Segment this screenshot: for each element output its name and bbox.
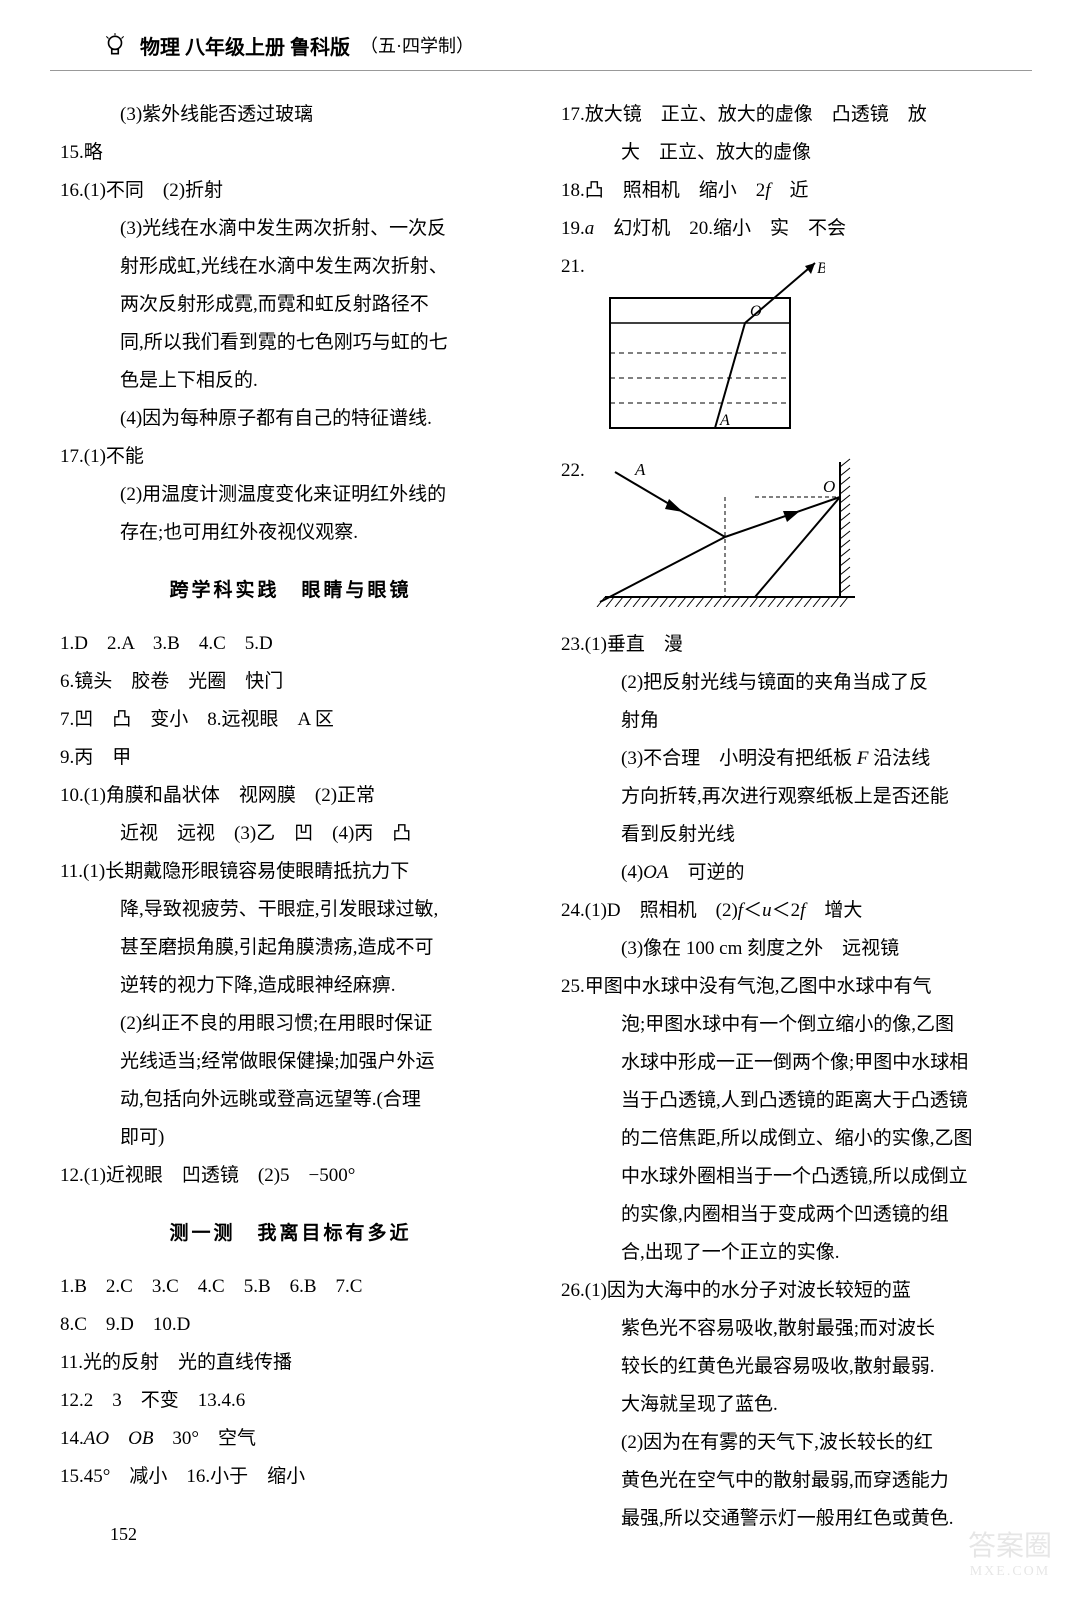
text-line: 动,包括向外远眺或登高远望等.(合理 [60,1081,521,1119]
text-line: 26.(1)因为大海中的水分子对波长较短的蓝 [561,1272,1022,1310]
text-line: 7.凹 凸 变小 8.远视眼 A 区 [60,701,521,739]
watermark: 答案圈 MXE.COM [968,1524,1052,1580]
svg-text:O: O [823,477,835,496]
text-line: 大海就呈现了蓝色. [561,1386,1022,1424]
text-line: 9.丙 甲 [60,739,521,777]
watermark-main: 答案圈 [968,1524,1052,1564]
text-line: (3)不合理 小明没有把纸板 F 沿法线 [561,740,1022,778]
text-line: 水球中形成一正一倒两个像;甲图中水球相 [561,1044,1022,1082]
header-title: 物理 八年级上册 鲁科版 [140,31,350,60]
text-line: 23.(1)垂直 漫 [561,626,1022,664]
text-line: 大 正立、放大的虚像 [561,134,1022,172]
page-number: 152 [110,1524,137,1545]
text-line: 25.甲图中水球中没有气泡,乙图中水球中有气 [561,968,1022,1006]
svg-text:O: O [750,303,762,320]
text-line: 方向折转,再次进行观察纸板上是否还能 [561,778,1022,816]
text-line: 较长的红黄色光最容易吸收,散射最弱. [561,1348,1022,1386]
text-line: 12.2 3 不变 13.4.6 [60,1382,521,1420]
text-line: (2)纠正不良的用眼习惯;在用眼时保证 [60,1005,521,1043]
text-line: 最强,所以交通警示灯一般用红色或黄色. [561,1500,1022,1538]
text-line: 逆转的视力下降,造成眼神经麻痹. [60,967,521,1005]
text-line: 17.放大镜 正立、放大的虚像 凸透镜 放 [561,96,1022,134]
text-line: 甚至磨损角膜,引起角膜溃疡,造成不可 [60,929,521,967]
text-line: 1.B 2.C 3.C 4.C 5.B 6.B 7.C [60,1268,521,1306]
text-line: 的二倍焦距,所以成倒立、缩小的实像,乙图 [561,1120,1022,1158]
text-line: 14.AO OB 30° 空气 [60,1420,521,1458]
text-line: 11.(1)长期戴隐形眼镜容易使眼睛抵抗力下 [60,853,521,891]
text-line: 同,所以我们看到霓的七色刚巧与虹的七 [60,324,521,362]
text-line: 当于凸透镜,人到凸透镜的距离大于凸透镜 [561,1082,1022,1120]
left-column: (3)紫外线能否透过玻璃15.略16.(1)不同 (2)折射(3)光线在水滴中发… [60,96,521,1538]
text-line: 射角 [561,702,1022,740]
text-line: (3)像在 100 cm 刻度之外 远视镜 [561,930,1022,968]
text-line: 黄色光在空气中的散射最弱,而穿透能力 [561,1462,1022,1500]
text-line: 6.镜头 胶卷 光圈 快门 [60,663,521,701]
item-number: 21. [561,248,585,286]
text-line: (3)紫外线能否透过玻璃 [60,96,521,134]
item-number: 22. [561,452,585,490]
text-line: 17.(1)不能 [60,438,521,476]
text-line: 紫色光不容易吸收,散射最强;而对波长 [561,1310,1022,1348]
content-area: (3)紫外线能否透过玻璃15.略16.(1)不同 (2)折射(3)光线在水滴中发… [0,96,1082,1538]
right-column: 17.放大镜 正立、放大的虚像 凸透镜 放大 正立、放大的虚像18.凸 照相机 … [561,96,1022,1538]
text-line: 1.D 2.A 3.B 4.C 5.D [60,625,521,663]
header-subtitle: （五·四学制） [360,32,474,58]
text-line: 降,导致视疲劳、干眼症,引发眼球过敏, [60,891,521,929]
text-line: 11.光的反射 光的直线传播 [60,1344,521,1382]
svg-text:A: A [634,460,646,479]
diagram-22: A O [585,457,865,607]
text-line: (3)光线在水滴中发生两次折射、一次反 [60,210,521,248]
text-line: 近视 远视 (3)乙 凹 (4)丙 凸 [60,815,521,853]
text-line: (4)OA 可逆的 [561,854,1022,892]
text-line: (2)用温度计测温度变化来证明红外线的 [60,476,521,514]
svg-text:B: B [817,260,825,277]
text-line: 看到反射光线 [561,816,1022,854]
watermark-sub: MXE.COM [968,1564,1052,1580]
text-line: 12.(1)近视眼 凹透镜 (2)5 −500° [60,1157,521,1195]
text-line: (4)因为每种原子都有自己的特征谱线. [60,400,521,438]
text-line: 即可) [60,1119,521,1157]
text-line: 泡;甲图水球中有一个倒立缩小的像,乙图 [561,1006,1022,1044]
section-title: 测一测 我离目标有多近 [60,1215,521,1253]
text-line: 8.C 9.D 10.D [60,1306,521,1344]
text-line: 合,出现了一个正立的实像. [561,1234,1022,1272]
svg-text:A: A [719,412,730,429]
text-line: (2)把反射光线与镜面的夹角当成了反 [561,664,1022,702]
text-line: 19.a 幻灯机 20.缩小 实 不会 [561,210,1022,248]
section-title: 跨学科实践 眼睛与眼镜 [60,572,521,610]
text-line: 10.(1)角膜和晶状体 视网膜 (2)正常 [60,777,521,815]
text-line: 中水球外圈相当于一个凸透镜,所以成倒立 [561,1158,1022,1196]
diagram-21: O A B [585,253,825,433]
text-line: 15.45° 减小 16.小于 缩小 [60,1458,521,1496]
text-line: 光线适当;经常做眼保健操;加强户外运 [60,1043,521,1081]
diagram-row: 21. O A B [561,248,1022,452]
page-header: 物理 八年级上册 鲁科版 （五·四学制） [50,0,1032,71]
text-line: 15.略 [60,134,521,172]
text-line: 16.(1)不同 (2)折射 [60,172,521,210]
text-line: 射形成虹,光线在水滴中发生两次折射、 [60,248,521,286]
lightbulb-icon [100,30,130,60]
text-line: 24.(1)D 照相机 (2)f＜u＜2f 增大 [561,892,1022,930]
diagram-row: 22. A O [561,452,1022,626]
text-line: 18.凸 照相机 缩小 2f 近 [561,172,1022,210]
text-line: 两次反射形成霓,而霓和虹反射路径不 [60,286,521,324]
text-line: 色是上下相反的. [60,362,521,400]
text-line: 存在;也可用红外夜视仪观察. [60,514,521,552]
text-line: (2)因为在有雾的天气下,波长较长的红 [561,1424,1022,1462]
text-line: 的实像,内圈相当于变成两个凹透镜的组 [561,1196,1022,1234]
